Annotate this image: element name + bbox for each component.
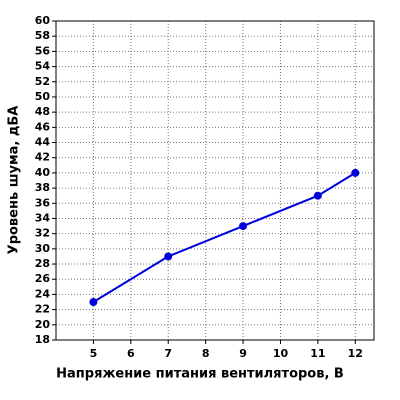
y-tick-label: 52 bbox=[35, 75, 50, 88]
y-tick-label: 60 bbox=[35, 14, 51, 27]
y-tick-label: 42 bbox=[35, 151, 50, 164]
y-tick-label: 50 bbox=[35, 90, 51, 103]
data-point bbox=[313, 191, 322, 200]
x-tick-label: 8 bbox=[202, 347, 210, 360]
y-tick-label: 32 bbox=[35, 227, 50, 240]
y-tick-label: 28 bbox=[35, 257, 50, 270]
y-tick-label: 18 bbox=[35, 333, 50, 346]
y-tick-label: 46 bbox=[35, 120, 51, 133]
x-tick-label: 9 bbox=[239, 347, 247, 360]
x-tick-label: 6 bbox=[127, 347, 135, 360]
y-tick-label: 54 bbox=[35, 60, 51, 73]
y-tick-label: 30 bbox=[35, 242, 51, 255]
y-tick-label: 26 bbox=[35, 272, 51, 285]
data-point bbox=[164, 252, 173, 261]
plot-frame bbox=[55, 20, 375, 341]
y-tick-label: 48 bbox=[35, 105, 50, 118]
y-tick-label: 22 bbox=[35, 303, 50, 316]
x-tick-label: 5 bbox=[90, 347, 98, 360]
y-tick-label: 44 bbox=[35, 136, 51, 149]
x-tick-label: 10 bbox=[273, 347, 289, 360]
data-point bbox=[239, 222, 248, 231]
y-tick-label: 40 bbox=[35, 166, 51, 179]
y-tick-label: 34 bbox=[35, 211, 51, 224]
y-tick-label: 56 bbox=[35, 44, 51, 57]
x-tick-label: 11 bbox=[310, 347, 325, 360]
y-axis-label: Уровень шума, дБА bbox=[7, 106, 22, 255]
x-tick-label: 7 bbox=[164, 347, 172, 360]
x-axis-label: Напряжение питания вентиляторов, В bbox=[56, 367, 344, 382]
y-tick-label: 20 bbox=[35, 318, 51, 331]
x-tick-label: 12 bbox=[348, 347, 363, 360]
y-tick-label: 38 bbox=[35, 181, 50, 194]
y-tick-label: 58 bbox=[35, 29, 50, 42]
data-point bbox=[351, 168, 360, 177]
y-tick-label: 24 bbox=[35, 287, 51, 300]
data-point bbox=[89, 298, 98, 307]
y-tick-label: 36 bbox=[35, 196, 51, 209]
